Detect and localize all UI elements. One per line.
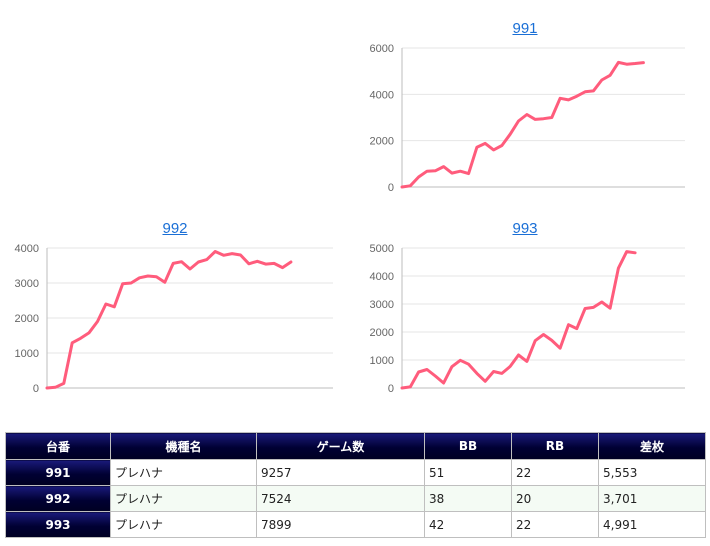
y-tick-label: 0 — [388, 383, 394, 395]
y-tick-label: 5000 — [370, 243, 394, 255]
machine-number-cell: 992 — [5, 485, 111, 512]
series-line — [45, 250, 293, 390]
bb-cell: 38 — [424, 485, 512, 512]
y-tick-label: 1000 — [15, 348, 39, 360]
header-machine-number: 台番 — [5, 432, 111, 460]
y-tick-label: 6000 — [370, 43, 394, 55]
y-tick-label: 3000 — [15, 278, 39, 290]
rb-cell: 22 — [511, 511, 599, 538]
chart-title-link[interactable]: 992 — [162, 220, 188, 237]
table-row: 992 プレハナ 7524 38 20 3,701 — [5, 485, 706, 512]
model-name-cell: プレハナ — [110, 511, 257, 538]
y-tick-label: 1000 — [370, 355, 394, 367]
bb-cell: 42 — [424, 511, 512, 538]
y-tick-label: 4000 — [370, 271, 394, 283]
rb-cell: 22 — [511, 459, 599, 486]
difference-cell: 4,991 — [598, 511, 706, 538]
machine-number-cell: 993 — [5, 511, 111, 538]
header-rb: RB — [511, 432, 599, 460]
game-count-cell: 9257 — [256, 459, 425, 486]
y-tick-label: 3000 — [370, 299, 394, 311]
y-tick-label: 2000 — [370, 136, 394, 148]
y-tick-label: 2000 — [370, 327, 394, 339]
line-chart: 0 1000 2000 3000 4000 — [15, 243, 333, 395]
y-tick-label: 0 — [388, 182, 394, 194]
line-chart: 0 1000 2000 3000 4000 5000 — [370, 243, 685, 395]
machine-data-table: 台番 機種名 ゲーム数 BB RB 差枚 991 プレハナ 9257 51 22… — [5, 432, 706, 538]
series-line — [400, 60, 645, 189]
line-chart: 0 2000 4000 6000 — [370, 43, 685, 194]
chart-title-link[interactable]: 991 — [512, 20, 538, 37]
chart-title-link[interactable]: 993 — [512, 220, 538, 237]
chart-panel-991: 991 0 2000 4000 6000 — [355, 18, 695, 198]
table-header-row: 台番 機種名 ゲーム数 BB RB 差枚 — [5, 432, 706, 460]
header-difference: 差枚 — [598, 432, 706, 460]
bb-cell: 51 — [424, 459, 512, 486]
difference-cell: 5,553 — [598, 459, 706, 486]
rb-cell: 20 — [511, 485, 599, 512]
y-tick-label: 4000 — [15, 243, 39, 255]
header-game-count: ゲーム数 — [256, 432, 425, 460]
series-line — [400, 250, 637, 390]
header-model-name: 機種名 — [110, 432, 257, 460]
model-name-cell: プレハナ — [110, 485, 257, 512]
game-count-cell: 7899 — [256, 511, 425, 538]
difference-cell: 3,701 — [598, 485, 706, 512]
table-row: 993 プレハナ 7899 42 22 4,991 — [5, 511, 706, 538]
y-tick-label: 4000 — [370, 89, 394, 101]
header-bb: BB — [424, 432, 512, 460]
model-name-cell: プレハナ — [110, 459, 257, 486]
chart-panel-992: 992 0 1000 2000 3000 4000 — [5, 218, 345, 398]
y-tick-label: 0 — [33, 383, 39, 395]
table-row: 991 プレハナ 9257 51 22 5,553 — [5, 459, 706, 486]
y-tick-label: 2000 — [15, 313, 39, 325]
machine-number-cell: 991 — [5, 459, 111, 486]
chart-panel-993: 993 0 1000 2000 3000 4000 5000 — [355, 218, 695, 398]
game-count-cell: 7524 — [256, 485, 425, 512]
